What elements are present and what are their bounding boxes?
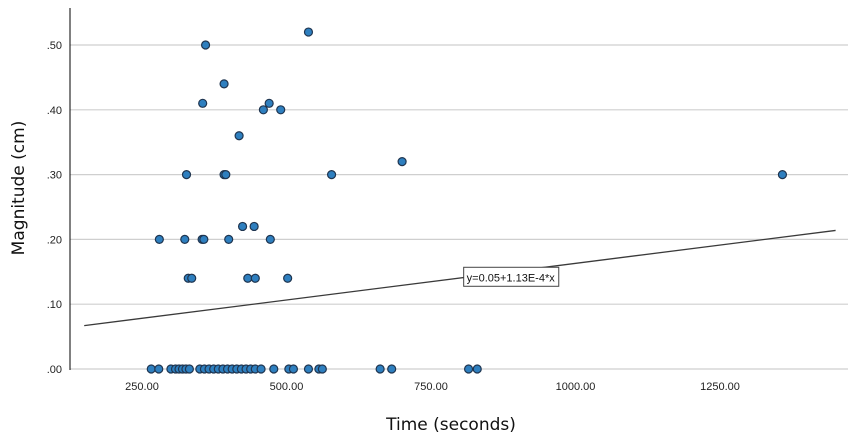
data-point [250, 273, 260, 283]
data-point [276, 105, 286, 115]
data-point [146, 364, 156, 374]
y-tick-label: .40 [47, 105, 62, 117]
x-tick-label: 250.00 [125, 381, 159, 393]
data-point [317, 364, 327, 374]
data-point [184, 364, 194, 374]
data-point [375, 364, 385, 374]
data-point [234, 131, 244, 141]
data-point [269, 364, 279, 374]
x-tick-label: 500.00 [270, 381, 304, 393]
data-point [187, 273, 197, 283]
y-tick-label: .20 [47, 234, 62, 246]
equation-text: y=0.05+1.13E-4*x [467, 272, 556, 284]
data-point [198, 98, 208, 108]
data-point [181, 170, 192, 180]
y-tick-label: .50 [47, 40, 62, 52]
data-point [397, 157, 407, 167]
data-point [283, 273, 293, 283]
data-point [326, 170, 337, 180]
data-point [243, 273, 253, 283]
data-point [249, 221, 259, 232]
y-axis-title: Magnitude (cm) [9, 121, 29, 256]
y-tick-label: .10 [47, 299, 62, 311]
data-point [777, 170, 788, 180]
data-point [258, 105, 268, 115]
x-axis-title: Time (seconds) [385, 415, 516, 435]
data-point [154, 234, 164, 244]
data-point [199, 234, 209, 244]
data-point [237, 221, 248, 232]
x-tick-label: 750.00 [414, 381, 448, 393]
data-point [303, 27, 314, 37]
gridlines [70, 44, 848, 370]
data-point [256, 364, 266, 374]
data-point [463, 364, 474, 374]
data-point [154, 364, 164, 374]
data-point [221, 170, 231, 180]
data-point [264, 98, 274, 108]
data-point [472, 364, 482, 374]
data-point [387, 364, 397, 374]
data-point [219, 79, 229, 89]
data-point [200, 40, 211, 50]
regression-line [84, 229, 836, 327]
y-tick-label: .30 [47, 170, 62, 182]
x-tick-label: 1250.00 [700, 381, 740, 393]
data-point [224, 234, 234, 244]
data-points [146, 27, 788, 374]
x-tick-labels: 250.00 500.00 750.00 1000.00 1250.00 [125, 381, 740, 393]
equation-label: y=0.05+1.13E-4*x [463, 266, 560, 287]
data-point [303, 364, 314, 374]
data-point [180, 234, 190, 244]
x-tick-label: 1000.00 [556, 381, 596, 393]
data-point [288, 364, 299, 374]
y-tick-labels: .00 .10 .20 .30 .40 .50 [47, 40, 62, 376]
y-tick-label: .00 [47, 364, 62, 376]
data-point [265, 234, 275, 244]
equation-box [463, 266, 560, 287]
